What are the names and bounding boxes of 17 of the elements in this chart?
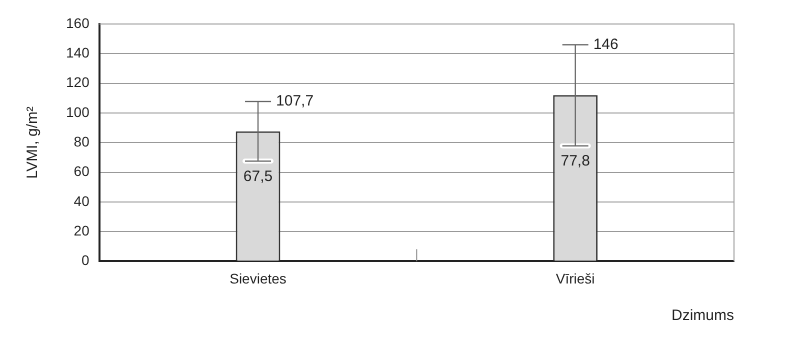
annotation: 107,7 (276, 92, 314, 110)
y-tick-label: 140 (66, 44, 90, 61)
annotation: 67,5 (243, 168, 273, 185)
y-axis-title: LVMI, g/m² (24, 106, 42, 179)
annotation: 146 (593, 36, 618, 53)
y-tick-label: 40 (74, 192, 90, 209)
x-tick-label: Vīrieši (556, 270, 595, 286)
y-tick-label: 60 (74, 163, 90, 180)
y-tick-label: 100 (66, 104, 90, 120)
y-tick-label: 120 (66, 74, 90, 90)
y-tick-label: 0 (82, 252, 90, 268)
annotation: 77,8 (560, 152, 590, 170)
y-tick-label: 160 (66, 14, 90, 31)
y-tick-label: 80 (74, 133, 90, 150)
y-tick-label: 20 (74, 222, 90, 238)
x-tick-label: Sievietes (230, 270, 286, 286)
x-axis-title: Dzimums (672, 307, 734, 324)
